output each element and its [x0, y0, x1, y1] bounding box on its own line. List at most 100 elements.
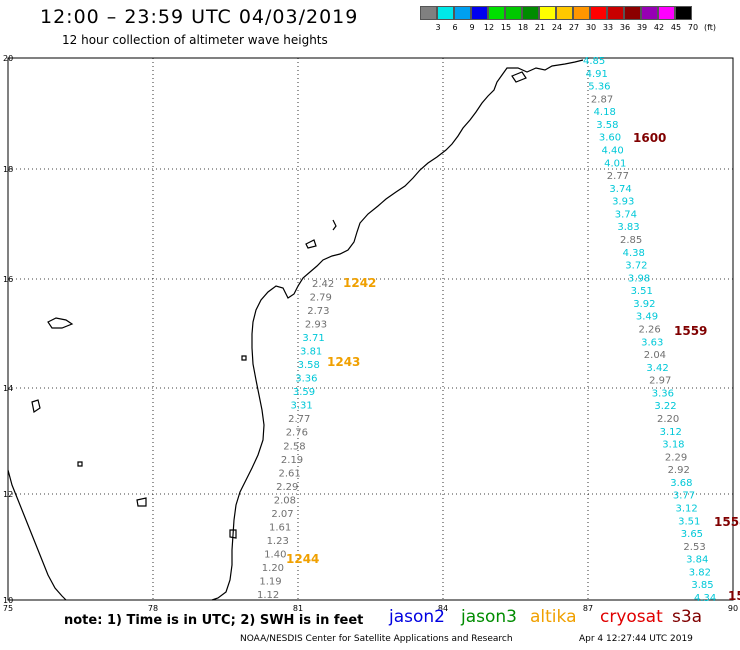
island-3: [136, 497, 147, 507]
swh-value: 2.97: [649, 376, 671, 387]
swh-value: 3.85: [691, 580, 713, 591]
legend-label: 36: [619, 23, 631, 32]
swh-value: 1.61: [269, 522, 291, 533]
legend-swatch: [522, 6, 539, 20]
swh-value: 2.53: [683, 542, 705, 553]
swh-value: 3.18: [662, 440, 684, 451]
swh-value: 3.12: [676, 504, 698, 515]
legend-swatch: [590, 6, 607, 20]
legend-label: 33: [602, 23, 614, 32]
swh-value: 2.29: [276, 482, 298, 493]
swh-value: 4.91: [586, 69, 608, 80]
swh-value: 3.98: [628, 273, 650, 284]
swh-value: 3.74: [609, 184, 631, 195]
swh-value: 3.60: [599, 133, 621, 144]
swh-value: 4.18: [594, 107, 616, 118]
page-title: 12:00 – 23:59 UTC 04/03/2019: [40, 6, 359, 28]
island-7: [332, 219, 337, 231]
legend-label: 70: [687, 23, 699, 32]
swh-value: 3.65: [681, 529, 703, 540]
x-axis-label: 75: [3, 604, 13, 613]
swh-value: 2.42: [312, 279, 334, 290]
legend-label: 6: [452, 23, 458, 32]
legend-label: 45: [670, 23, 682, 32]
swh-value: 2.76: [286, 428, 308, 439]
swh-value: 2.85: [620, 235, 642, 246]
swh-value: 3.31: [290, 401, 312, 412]
island-6: [241, 355, 247, 361]
swh-value: 1.12: [257, 590, 279, 601]
page-subtitle: 12 hour collection of altimeter wave hei…: [62, 33, 328, 47]
swh-value: 3.84: [686, 555, 708, 566]
swh-value: 5.36: [588, 82, 610, 93]
swh-value: 4.85: [583, 56, 605, 67]
swh-value: 2.58: [283, 441, 305, 452]
swh-value: 3.72: [625, 261, 647, 272]
legend-swatch: [573, 6, 590, 20]
x-axis-label: 90: [728, 604, 738, 613]
color-legend: 3 6 9 12 15 18 21 24 27 30 33 36 39 42 45 70 (ft): [420, 6, 716, 32]
swh-value: 2.07: [271, 509, 293, 520]
legend-swatch: [675, 6, 692, 20]
swh-value: 3.59: [293, 387, 315, 398]
legend-label: 30: [585, 23, 597, 32]
legend-swatch: [624, 6, 641, 20]
map-grid: [7, 57, 734, 601]
credit-line: NOAA/NESDIS Center for Satellite Applica…: [240, 634, 513, 644]
swh-value: 3.51: [631, 286, 653, 297]
x-axis-label: 81: [293, 604, 303, 613]
coastline-india-east: [211, 59, 584, 601]
swh-value: 3.71: [302, 333, 324, 344]
swh-value: 3.82: [689, 567, 711, 578]
legend-swatch: [437, 6, 454, 20]
swh-value: 3.81: [300, 347, 322, 358]
swh-value: 2.29: [665, 452, 687, 463]
swh-value: 3.68: [670, 478, 692, 489]
legend-swatch: [454, 6, 471, 20]
legend-label: 3: [435, 23, 441, 32]
legend-label: (ft): [703, 23, 717, 32]
swh-value: 3.83: [617, 222, 639, 233]
swh-value: 3.77: [673, 491, 695, 502]
legend-swatch: [607, 6, 624, 20]
swh-value: 3.58: [596, 120, 618, 131]
footer-note: note: 1) Time is in UTC; 2) SWH is in fe…: [64, 613, 364, 628]
swh-value: 3.92: [633, 299, 655, 310]
legend-swatch: [658, 6, 675, 20]
swh-value: 2.26: [639, 325, 661, 336]
island-1: [47, 317, 74, 329]
pass-time-label: 1242: [343, 276, 376, 290]
swh-value: 2.20: [657, 414, 679, 425]
swh-value: 2.92: [668, 465, 690, 476]
swh-value: 1.19: [259, 576, 281, 587]
legend-label: 27: [568, 23, 580, 32]
swh-value: 4.40: [602, 146, 624, 157]
sat-jason2-label: jason2: [389, 607, 445, 627]
legend-swatch: [556, 6, 573, 20]
swh-value: 2.77: [288, 414, 310, 425]
y-axis-label: 18: [3, 165, 13, 174]
island-9: [511, 71, 527, 83]
island-8: [305, 239, 317, 249]
map-frame: [7, 57, 734, 601]
legend-swatch: [420, 6, 437, 20]
legend-label: 9: [469, 23, 475, 32]
swh-value: 2.73: [307, 306, 329, 317]
swh-value: 2.04: [644, 350, 666, 361]
swh-value: 3.36: [295, 374, 317, 385]
pass-time-label: 15: [728, 589, 740, 603]
swh-value: 2.08: [274, 495, 296, 506]
sat-altika-label: altika: [530, 607, 577, 627]
pass-time-label: 1243: [327, 355, 360, 369]
swh-value: 2.93: [305, 320, 327, 331]
swh-value: 3.58: [298, 360, 320, 371]
y-axis-label: 10: [3, 596, 13, 605]
pass-time-label: 1600: [633, 131, 666, 145]
legend-swatch: [471, 6, 488, 20]
x-axis-label: 78: [148, 604, 158, 613]
legend-swatch: [505, 6, 522, 20]
generated-timestamp: Apr 4 12:27:44 UTC 2019: [579, 634, 693, 644]
sat-s3a-label: s3a: [672, 607, 703, 627]
legend-label: 12: [483, 23, 495, 32]
